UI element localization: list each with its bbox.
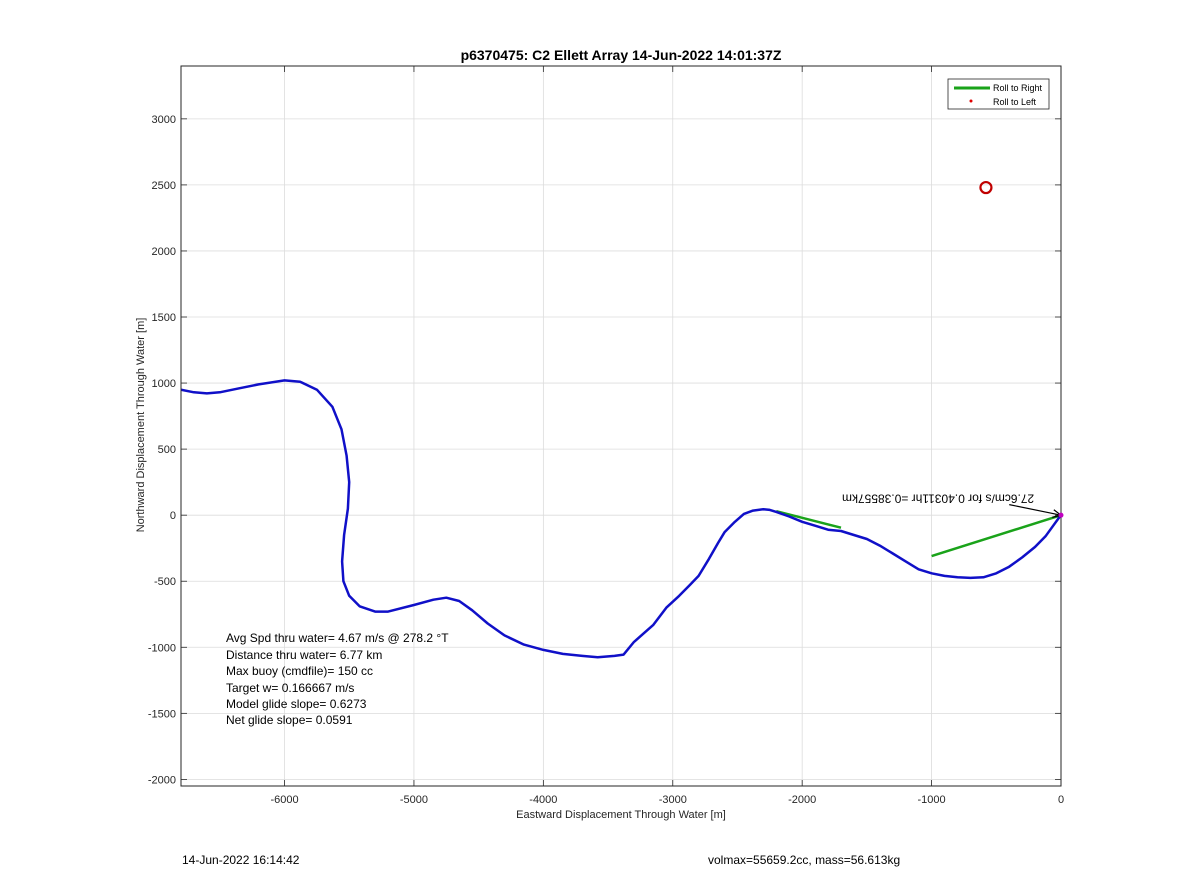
grid	[181, 66, 1062, 786]
y-tick-label: 500	[158, 444, 176, 456]
legend-swatch-roll-left	[969, 99, 973, 103]
footer-timestamp: 14-Jun-2022 16:14:42	[182, 853, 300, 867]
y-axis-label: Northward Displacement Through Water [m]	[135, 318, 147, 533]
ticks: -6000 -5000 -4000 -3000 -2000 -1000 0-2000-150…	[148, 66, 1064, 806]
y-tick-label: 1000	[152, 378, 176, 390]
x-axis-label: Eastward Displacement Through Water [m]	[516, 809, 726, 821]
series-line-roll-right	[931, 514, 1061, 558]
stat-line: Net glide slope= 0.0591	[226, 713, 353, 727]
stat-line: Target w= 0.166667 m/s	[226, 681, 354, 695]
y-tick-label: 3000	[152, 114, 176, 126]
y-tick-label: 2500	[152, 180, 176, 192]
glider-track	[181, 379, 1061, 659]
current-arrow-shaft	[1009, 504, 1062, 516]
y-tick-label: 0	[170, 510, 176, 522]
stat-line: Avg Spd thru water= 4.67 m/s @ 278.2 °T	[226, 631, 449, 645]
y-tick-label: -2000	[148, 774, 176, 786]
x-tick-label: -1000	[918, 794, 946, 806]
stat-line: Max buoy (cmdfile)= 150 cc	[226, 664, 373, 678]
chart-title: p6370475: C2 Ellett Array 14-Jun-2022 14…	[461, 47, 782, 63]
x-tick-label: -6000	[270, 794, 298, 806]
legend-label-roll-right: Roll to Right	[993, 83, 1043, 93]
legend: Roll to Right Roll to Left	[947, 78, 1050, 110]
x-tick-label: -4000	[529, 794, 557, 806]
footer-vehicle-params: volmax=55659.2cc, mass=56.613kg	[708, 853, 901, 867]
stats-box: Avg Spd thru water= 4.67 m/s @ 278.2 °T …	[226, 631, 449, 727]
y-tick-label: -1000	[148, 642, 176, 654]
y-tick-label: -1500	[148, 708, 176, 720]
stat-line: Distance thru water= 6.77 km	[226, 648, 382, 662]
series-line-roll-right	[775, 509, 842, 529]
stat-line: Model glide slope= 0.6273	[226, 697, 367, 711]
current-position-marker	[1058, 512, 1064, 518]
y-tick-label: -500	[154, 576, 176, 588]
y-tick-label: 2000	[152, 246, 176, 258]
target-marker	[979, 180, 993, 195]
x-tick-label: 0	[1058, 794, 1064, 806]
series-layer	[181, 379, 1061, 659]
y-tick-label: 1500	[152, 312, 176, 324]
legend-label-roll-left: Roll to Left	[993, 97, 1037, 107]
x-tick-label: -3000	[659, 794, 687, 806]
plot-area	[181, 66, 1061, 786]
current-label: 27.6cm/s for 0.40311hr =0.38557km	[842, 492, 1034, 506]
plot-border	[180, 65, 1062, 787]
annotation-layer: 27.6cm/s for 0.40311hr =0.38557km	[842, 180, 1064, 518]
x-tick-label: -2000	[788, 794, 816, 806]
legend-box	[947, 78, 1050, 110]
x-tick-label: -5000	[400, 794, 428, 806]
